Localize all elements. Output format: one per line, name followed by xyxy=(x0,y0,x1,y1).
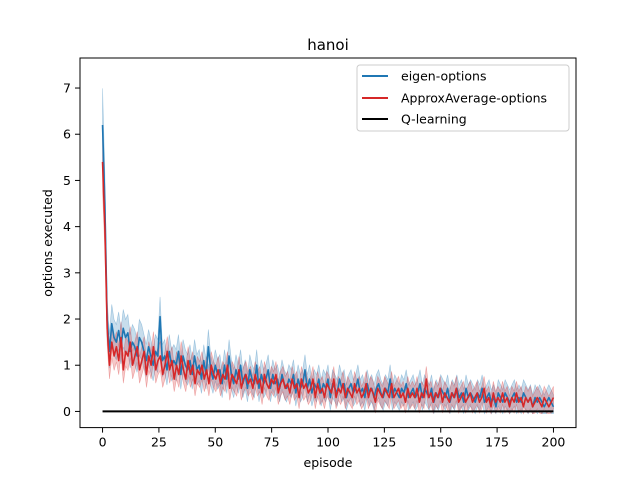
legend-label-q-learning: Q-learning xyxy=(401,112,467,127)
y-tick-label: 0 xyxy=(63,404,71,419)
y-tick-label: 7 xyxy=(63,81,71,96)
x-tick-label: 175 xyxy=(485,435,509,450)
x-tick-label: 25 xyxy=(151,435,167,450)
band-eigen-options xyxy=(102,88,554,415)
confidence-bands xyxy=(102,88,554,415)
x-tick-label: 75 xyxy=(264,435,280,450)
x-tick-label: 50 xyxy=(207,435,223,450)
y-tick-label: 3 xyxy=(63,265,71,280)
y-tick-label: 1 xyxy=(63,358,71,373)
x-tick-label: 150 xyxy=(429,435,453,450)
y-tick-label: 2 xyxy=(63,312,71,327)
legend-label-eigen-options: eigen-options xyxy=(401,69,487,84)
x-axis-label: episode xyxy=(304,455,353,470)
legend: eigen-options ApproxAverage-options Q-le… xyxy=(356,64,570,132)
y-tick-label: 5 xyxy=(63,173,71,188)
y-axis-label: options executed xyxy=(40,189,55,297)
line-approxaverage-options xyxy=(101,161,555,408)
y-tick-label: 4 xyxy=(63,219,71,234)
y-tick-label: 6 xyxy=(63,127,71,142)
x-tick-label: 100 xyxy=(316,435,340,450)
series-lines xyxy=(101,124,555,413)
legend-label-approxaverage-options: ApproxAverage-options xyxy=(401,91,547,106)
x-axis: 0 25 50 75 100 125 150 175 200 xyxy=(99,427,566,450)
y-axis: 0 1 2 3 4 5 6 7 xyxy=(63,81,80,419)
x-tick-label: 0 xyxy=(99,435,107,450)
x-tick-label: 125 xyxy=(372,435,396,450)
legend-box xyxy=(356,64,570,132)
x-tick-label: 200 xyxy=(542,435,566,450)
band-approxaverage-options xyxy=(102,132,554,415)
chart-title: hanoi xyxy=(307,36,349,54)
